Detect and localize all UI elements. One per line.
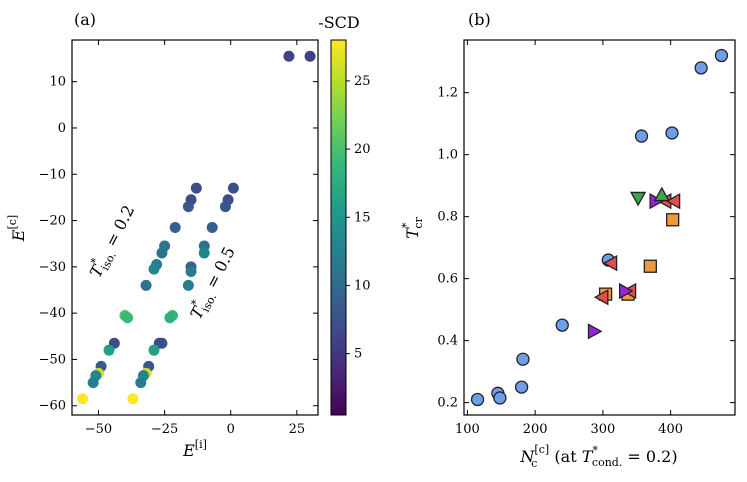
panel-b-circle-point-8 — [665, 126, 679, 140]
panel-b-circle-point-10 — [714, 48, 729, 63]
panel-b-square-point-3 — [666, 213, 680, 227]
panel-a-y-tick-label-7: 10 — [49, 75, 66, 90]
panel-b-square-point-2 — [643, 259, 657, 273]
panel-a-point-4 — [182, 201, 194, 213]
panel-b: (b) 100 200 300 400 0.2 0.4 0.6 0.8 1.0 1.2 N[c]… — [400, 10, 736, 470]
svg-text:T*iso. = 0.2: T*iso. = 0.2 — [83, 201, 141, 282]
panel-b-y-tick-label-4: 1.0 — [437, 148, 458, 163]
panel-a-point-23 — [206, 222, 218, 233]
colorbar-gradient — [330, 39, 347, 416]
colorbar-tick-label-2: 15 — [354, 210, 371, 225]
panel-b-y-tick-label-2: 0.6 — [437, 272, 458, 287]
colorbar-tick-label-1: 10 — [354, 278, 371, 293]
panel-a-y-tick-label-6: 0 — [58, 121, 66, 136]
panel-b-y-tick-label-3: 0.8 — [437, 210, 458, 225]
panel-b-y-label: T*cr — [400, 216, 425, 238]
panel-a-y-ticks: −60 −50 −40 −30 −20 −10 0 10 — [39, 75, 318, 414]
panel-a-x-ticks: −50 −25 0 25 — [85, 40, 305, 437]
panel-a-point-30 — [164, 312, 176, 324]
panel-b-circle-point-9 — [694, 61, 708, 75]
panel-a-x-tick-label-1: −25 — [151, 422, 178, 437]
panel-a-point-38 — [127, 393, 139, 405]
panel-a-point-14 — [103, 344, 115, 356]
panel-b-x-ticks: 100 200 300 400 — [455, 40, 683, 437]
panel-b-x-tick-label-2: 300 — [590, 422, 615, 437]
panel-b-circle-point-4 — [516, 352, 530, 366]
panel-a-point-2 — [190, 182, 202, 194]
panel-a-points — [77, 50, 316, 405]
panel-a-label: (a) — [74, 10, 96, 29]
panel-a-point-7 — [156, 247, 168, 259]
colorbar-label: -SCD — [318, 13, 359, 32]
panel-b-triangle-left-point-0 — [593, 289, 609, 306]
panel-a-point-20 — [227, 182, 239, 194]
panel-b-x-tick-label-3: 400 — [658, 422, 683, 437]
panel-a-y-tick-label-4: −20 — [39, 214, 66, 229]
colorbar-tick-label-0: 5 — [354, 347, 362, 362]
panel-a-point-28 — [182, 279, 194, 291]
panel-a-point-10 — [140, 279, 152, 291]
panel-b-circle-point-3 — [514, 380, 529, 394]
panel-a-point-18 — [87, 377, 99, 389]
panel-b-triangle-up-point-0 — [653, 186, 670, 202]
colorbar-tick-label-3: 20 — [354, 142, 371, 157]
panel-b-circle-point-5 — [555, 318, 569, 332]
panel-b-x-label: N[c] c (at T* cond. = 0.2) — [519, 443, 677, 470]
panel-b-triangle-down-point-0 — [630, 191, 647, 207]
panel-a-point-1 — [304, 50, 316, 62]
panel-a-y-tick-label-0: −60 — [39, 399, 66, 414]
colorbar-tick-label-4: 25 — [354, 74, 371, 89]
panel-b-y-tick-label-1: 0.4 — [437, 334, 458, 349]
panel-b-circle-point-7 — [634, 129, 649, 143]
panel-a-y-label: E[c] — [6, 215, 28, 242]
panel-a-y-tick-label-5: −10 — [39, 167, 66, 182]
panel-a-frame — [71, 39, 319, 416]
colorbar-ticks: 5 10 15 20 25 — [346, 74, 371, 362]
panel-a-point-25 — [198, 247, 210, 259]
panel-b-triangle-left-point-4 — [665, 193, 681, 210]
panel-b-y-tick-label-5: 1.2 — [437, 86, 458, 101]
panel-b-triangle-right-point-1 — [618, 282, 634, 300]
panel-a-y-tick-label-3: −30 — [39, 260, 66, 275]
panel-b-y-tick-label-0: 0.2 — [437, 396, 458, 411]
panel-b-circle-point-2 — [493, 391, 507, 405]
panel-a-x-tick-label-0: −50 — [85, 422, 112, 437]
panel-b-points — [470, 48, 729, 407]
panel-b-x-tick-label-1: 200 — [523, 422, 548, 437]
panel-b-triangle-right-point-0 — [587, 323, 603, 340]
panel-b-label: (b) — [468, 10, 491, 29]
colorbar: -SCD 5 10 15 20 25 — [318, 13, 371, 416]
panel-a-x-label: E[i] — [182, 438, 207, 460]
panel-b-y-ticks: 0.2 0.4 0.6 0.8 1.0 1.2 — [437, 86, 735, 411]
panel-a-point-22 — [219, 201, 231, 213]
panel-a-point-33 — [148, 344, 160, 356]
panel-a-point-9 — [148, 263, 160, 275]
panel-a-x-tick-label-2: 0 — [227, 422, 235, 437]
panel-a-x-tick-label-3: 25 — [289, 422, 306, 437]
panel-a-point-12 — [122, 312, 134, 324]
panel-a-y-tick-label-2: −40 — [39, 306, 66, 321]
panel-b-x-tick-label-0: 100 — [455, 422, 480, 437]
panel-a-point-19 — [77, 393, 89, 405]
panel-a: (a) −50 −25 0 25 −60 −50 −40 −30 −20 −10 0 10 E[i]… — [6, 10, 319, 460]
panel-a-point-37 — [135, 377, 147, 389]
panel-a-point-0 — [283, 50, 295, 62]
panel-a-point-5 — [169, 222, 181, 233]
panel-a-point-27 — [185, 265, 197, 277]
panel-b-triangle-left-point-1 — [602, 255, 618, 272]
panel-a-y-tick-label-1: −50 — [39, 352, 66, 367]
annotation-tiso-0p2: T*iso. = 0.2 — [83, 201, 141, 282]
panel-b-circle-point-0 — [470, 392, 485, 407]
panel-b-frame — [463, 39, 736, 416]
